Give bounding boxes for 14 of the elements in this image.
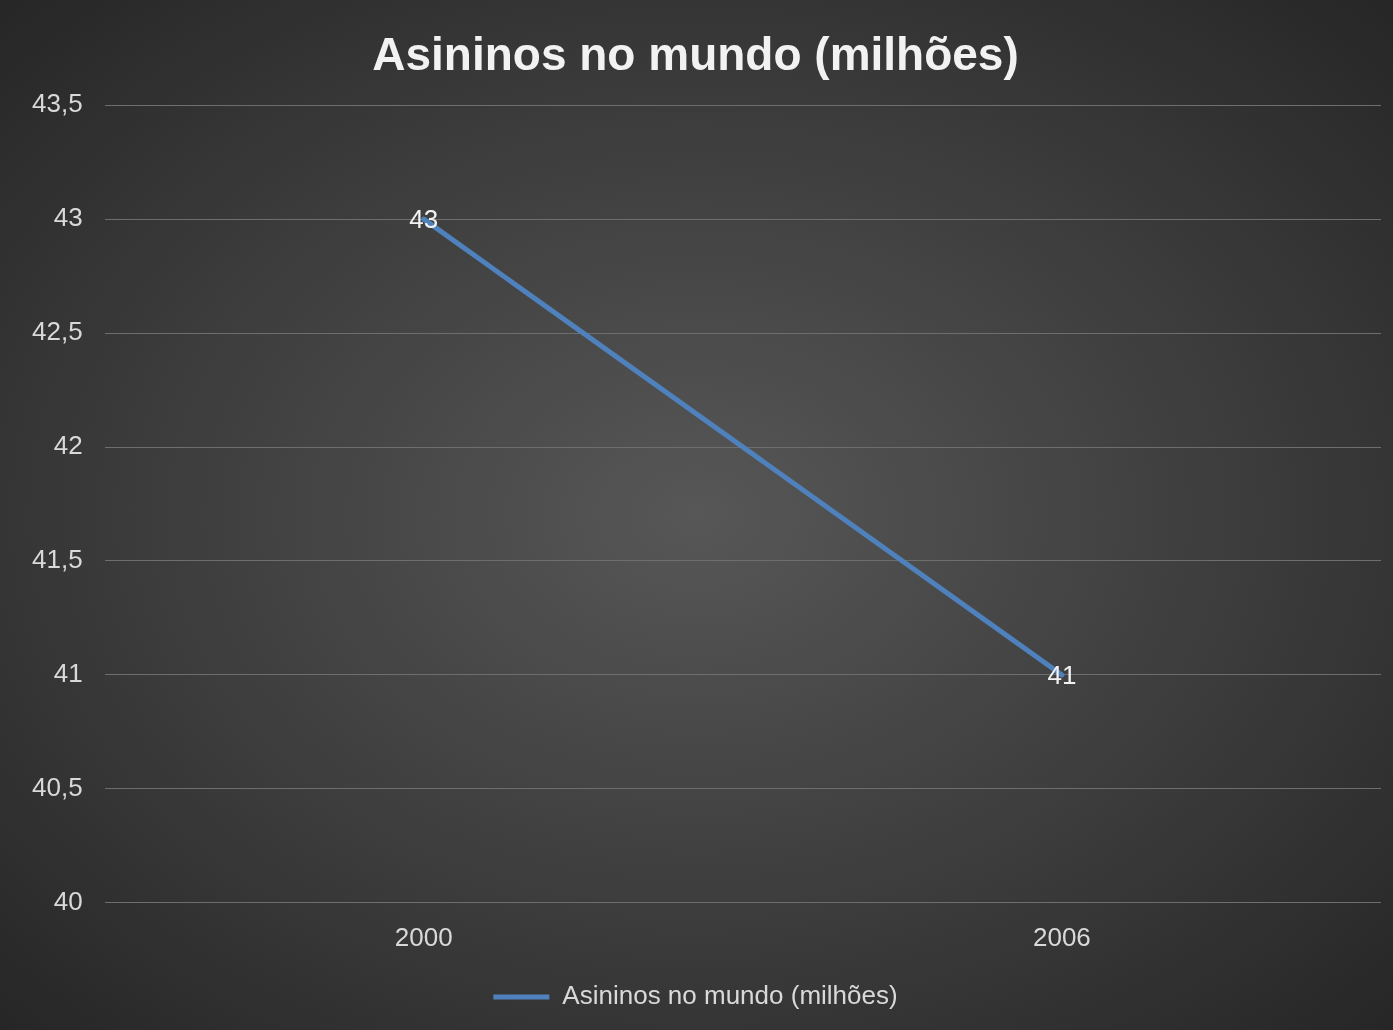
data-label: 43 — [409, 204, 439, 235]
chart-title: Asininos no mundo (milhões) — [372, 28, 1019, 81]
y-tick-label: 42,5 — [31, 316, 83, 347]
y-tick-label: 41 — [53, 658, 83, 689]
x-tick-label: 2006 — [1032, 921, 1091, 952]
y-tick-label: 43 — [53, 202, 83, 233]
data-label: 41 — [1047, 660, 1077, 691]
y-tick-label: 43,5 — [31, 88, 83, 119]
legend-label: Asininos no mundo (milhões) — [562, 980, 898, 1011]
y-tick-label: 40,5 — [31, 772, 83, 803]
y-tick-label: 42 — [53, 430, 83, 461]
x-tick-label: 2000 — [394, 921, 453, 952]
y-tick-label: 41,5 — [31, 544, 83, 575]
y-tick-label: 40 — [53, 885, 83, 916]
